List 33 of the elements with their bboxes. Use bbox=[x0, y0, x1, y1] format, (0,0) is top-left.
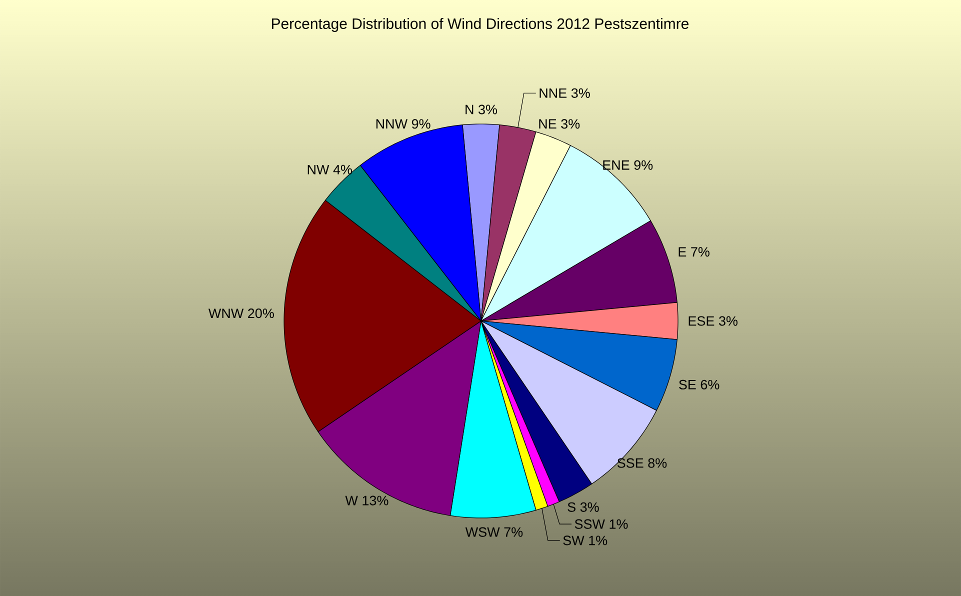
data-label: 3% bbox=[561, 119, 580, 129]
slice-label: SW bbox=[563, 536, 584, 546]
slice-label: E bbox=[678, 247, 686, 256]
data-label: 7% bbox=[504, 527, 523, 537]
data-label: 3% bbox=[478, 104, 498, 114]
slice-label: ENE bbox=[603, 160, 630, 170]
data-label: 13% bbox=[362, 496, 388, 506]
slice-label: SE bbox=[679, 380, 696, 390]
data-label: 3% bbox=[571, 88, 590, 98]
slice-label: SSE bbox=[617, 458, 644, 468]
data-label: 3% bbox=[580, 502, 599, 512]
slice-label: WSW bbox=[465, 527, 500, 537]
data-label: 8% bbox=[648, 458, 667, 468]
data-label: 4% bbox=[333, 164, 352, 174]
slice-label: S bbox=[568, 502, 576, 512]
slice-label: ESE bbox=[688, 316, 714, 326]
data-label: 6% bbox=[700, 380, 720, 390]
slice-label: NW bbox=[308, 164, 330, 174]
slice-label: SSW bbox=[574, 519, 605, 529]
data-label: 20% bbox=[248, 308, 274, 318]
slice-label: WNW bbox=[208, 308, 244, 318]
slice-label: NNE bbox=[540, 88, 567, 98]
slice-label: NNW bbox=[376, 119, 408, 129]
slice-label: N bbox=[466, 104, 474, 114]
slice-label: NE bbox=[539, 119, 556, 129]
data-label: 1% bbox=[610, 519, 628, 529]
slice-label: W bbox=[345, 496, 358, 506]
data-label: 1% bbox=[589, 536, 608, 546]
data-label: 9% bbox=[634, 160, 653, 170]
chart-title: Percentage Distribution of Wind Directions 2012 Pestszentimre bbox=[272, 18, 689, 32]
data-label: 7% bbox=[691, 247, 710, 257]
data-label: 9% bbox=[412, 119, 430, 129]
data-label: 3% bbox=[718, 316, 738, 326]
